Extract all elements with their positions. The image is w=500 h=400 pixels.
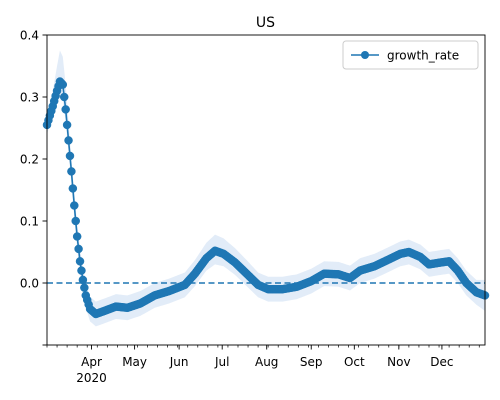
x-tick-label: Jun xyxy=(169,355,189,369)
data-point xyxy=(74,244,83,254)
x-tick-label: May xyxy=(122,355,147,369)
data-point xyxy=(77,266,86,275)
chart-title: US xyxy=(256,15,275,31)
data-point xyxy=(58,80,68,89)
y-tick-label: 0.1 xyxy=(20,215,39,229)
x-tick-label: Jul xyxy=(214,355,229,369)
data-point xyxy=(71,216,80,226)
x-tick-label: Aug xyxy=(255,355,278,369)
series-marker-layer xyxy=(42,77,490,319)
x-tick-label: Dec xyxy=(430,355,453,369)
data-point xyxy=(61,105,70,114)
data-point xyxy=(65,151,75,161)
data-point xyxy=(80,283,89,292)
legend-marker-swatch xyxy=(361,51,369,59)
y-tick-label: 0.4 xyxy=(20,29,39,43)
x-tick-label: Apr xyxy=(81,355,102,369)
legend-label: growth_rate xyxy=(387,49,459,63)
y-tick-label: 0.2 xyxy=(20,153,39,167)
y-tick-label: 0.3 xyxy=(20,91,39,105)
data-point xyxy=(59,92,69,102)
data-point xyxy=(70,201,79,210)
plot-frame xyxy=(46,34,486,346)
x-tick-label: Sep xyxy=(300,355,323,369)
data-point xyxy=(64,136,73,145)
data-point xyxy=(72,232,82,241)
legend: growth_rate xyxy=(342,40,479,70)
data-point xyxy=(78,275,88,285)
y-tick-label: 0.0 xyxy=(20,277,39,291)
data-point xyxy=(67,167,76,176)
confidence-band xyxy=(47,50,485,327)
x-tick-label: Nov xyxy=(387,355,410,369)
x-tick-label: Oct xyxy=(344,355,365,369)
legend-box xyxy=(342,40,479,70)
confidence-band-layer xyxy=(47,50,485,327)
axes-layer: Apr May Jun Jul Aug Sep Oct Nov Dec 2020 0.0 0.1 0.2… xyxy=(20,29,486,385)
data-point xyxy=(75,257,85,266)
data-point xyxy=(62,120,72,130)
x-year-label: 2020 xyxy=(76,371,107,385)
data-point xyxy=(68,184,78,193)
